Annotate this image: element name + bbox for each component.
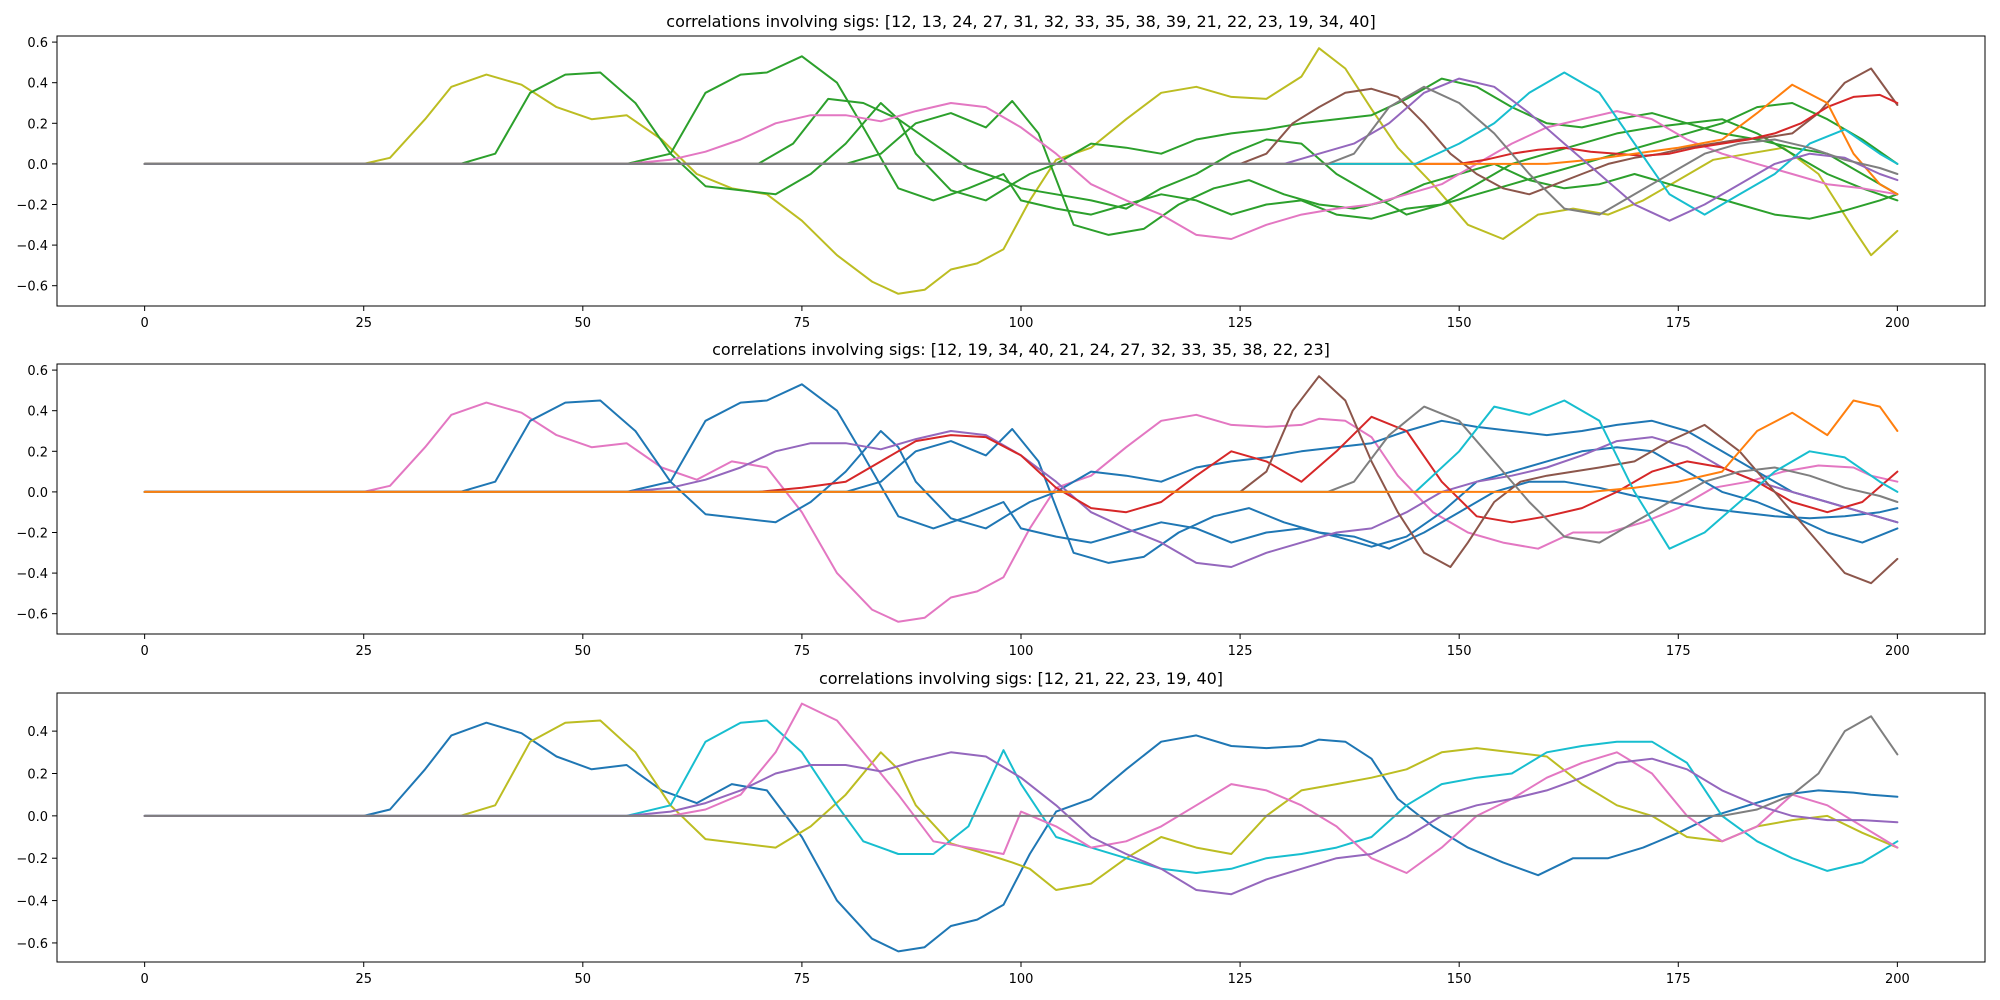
- y-tick-label: 0.2: [27, 767, 48, 782]
- x-tick-label: 75: [794, 972, 811, 987]
- chart-1: correlations involving sigs: [12, 13, 24…: [16, 12, 1986, 331]
- series-line-3: [143, 719, 1899, 874]
- x-tick-label: 50: [575, 644, 592, 659]
- y-tick-label: 0.0: [27, 810, 48, 825]
- series-line-1: [143, 721, 1899, 953]
- series-line-4: [143, 97, 1899, 216]
- y-tick-label: 0.0: [27, 158, 48, 173]
- series-line-1: [143, 401, 1899, 623]
- series-line-7: [143, 67, 1899, 196]
- chart-3: correlations involving sigs: [12, 21, 22…: [16, 669, 1986, 987]
- series-line-2: [143, 71, 1899, 202]
- chart-title: correlations involving sigs: [12, 21, 22…: [819, 669, 1223, 688]
- y-tick-label: 0.6: [27, 364, 48, 379]
- chart-title: correlations involving sigs: [12, 19, 34…: [712, 340, 1330, 359]
- plot-frame: [56, 692, 1986, 963]
- series-group: [143, 47, 1899, 295]
- chart-title: correlations involving sigs: [12, 13, 24…: [666, 12, 1375, 31]
- series-line-11: [143, 77, 1899, 222]
- series-line-2: [143, 719, 1899, 891]
- y-tick-label: 0.6: [27, 36, 48, 51]
- y-tick-label: −0.4: [16, 895, 48, 910]
- x-tick-label: 125: [1228, 644, 1253, 659]
- y-tick-label: 0.0: [27, 486, 48, 501]
- y-tick-label: −0.6: [16, 608, 48, 623]
- series-group: [143, 375, 1899, 623]
- x-tick-label: 100: [1009, 316, 1034, 331]
- series-line-5: [143, 751, 1899, 896]
- y-tick-label: 0.2: [27, 445, 48, 460]
- series-line-6: [143, 102, 1899, 240]
- x-tick-label: 125: [1228, 972, 1253, 987]
- y-tick-label: 0.2: [27, 117, 48, 132]
- series-line-3: [143, 55, 1899, 220]
- x-tick-label: 125: [1228, 316, 1253, 331]
- y-tick-label: −0.2: [16, 526, 48, 541]
- x-tick-label: 25: [355, 972, 372, 987]
- x-tick-label: 50: [575, 972, 592, 987]
- x-tick-label: 175: [1666, 644, 1691, 659]
- x-tick-label: 100: [1009, 972, 1034, 987]
- y-tick-label: −0.4: [16, 567, 48, 582]
- x-tick-label: 100: [1009, 644, 1034, 659]
- x-tick-label: 75: [794, 316, 811, 331]
- x-tick-label: 25: [355, 316, 372, 331]
- series-line-12: [143, 85, 1899, 216]
- x-tick-label: 200: [1885, 644, 1910, 659]
- x-tick-label: 50: [575, 316, 592, 331]
- x-tick-label: 150: [1447, 644, 1472, 659]
- y-tick-label: −0.6: [16, 280, 48, 295]
- x-tick-label: 200: [1885, 972, 1910, 987]
- x-tick-label: 75: [794, 644, 811, 659]
- x-tick-label: 0: [140, 644, 148, 659]
- y-tick-label: −0.2: [16, 198, 48, 213]
- x-tick-label: 175: [1666, 316, 1691, 331]
- series-line-10: [143, 399, 1899, 493]
- x-tick-label: 25: [355, 644, 372, 659]
- series-line-5: [143, 430, 1899, 568]
- series-line-4: [143, 428, 1899, 564]
- y-tick-label: 0.4: [27, 77, 48, 92]
- y-tick-label: 0.4: [27, 405, 48, 420]
- x-tick-label: 150: [1447, 316, 1472, 331]
- series-line-6: [143, 715, 1899, 817]
- series-line-1: [143, 47, 1899, 295]
- y-tick-label: −0.6: [16, 937, 48, 952]
- y-tick-label: −0.4: [16, 239, 48, 254]
- series-group: [143, 702, 1899, 953]
- series-line-10: [143, 71, 1899, 216]
- series-line-2: [143, 399, 1899, 530]
- series-line-9: [143, 399, 1899, 550]
- y-tick-label: −0.2: [16, 852, 48, 867]
- x-tick-label: 0: [140, 972, 148, 987]
- x-tick-label: 150: [1447, 972, 1472, 987]
- series-line-8: [143, 405, 1899, 544]
- y-tick-label: 0.4: [27, 725, 48, 740]
- x-tick-label: 200: [1885, 316, 1910, 331]
- series-line-6: [143, 415, 1899, 524]
- series-line-4: [143, 702, 1899, 874]
- x-tick-label: 0: [140, 316, 148, 331]
- series-line-7: [143, 375, 1899, 585]
- x-tick-label: 175: [1666, 972, 1691, 987]
- chart-2: correlations involving sigs: [12, 19, 34…: [16, 340, 1986, 659]
